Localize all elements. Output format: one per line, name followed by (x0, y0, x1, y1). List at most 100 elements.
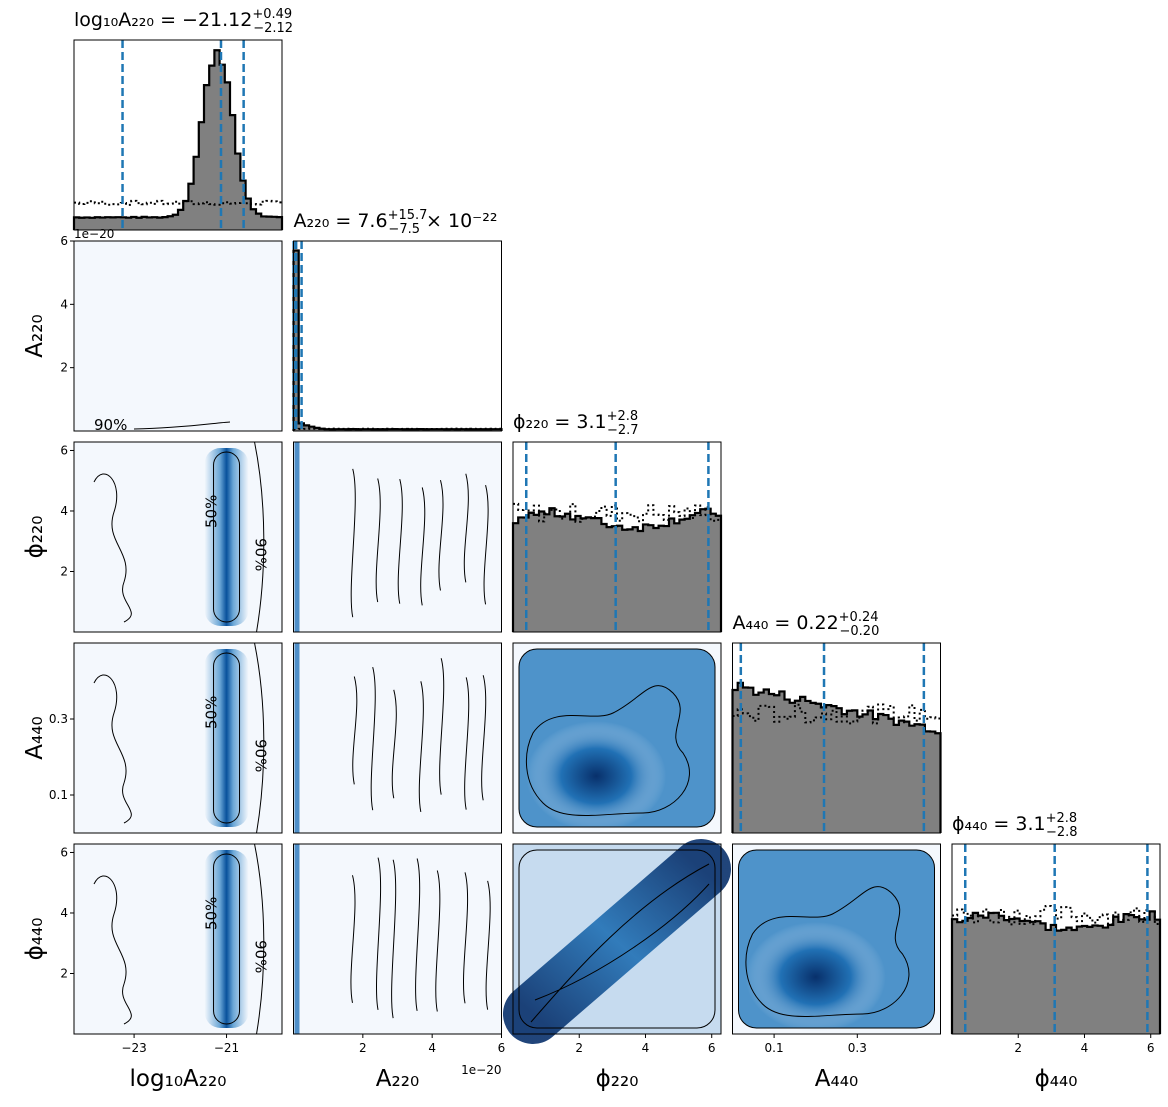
contour-label: 90% (252, 739, 270, 772)
density-bg (74, 442, 282, 632)
panel-frame (73, 843, 283, 1035)
x-axis-label-log10A220: log₁₀A₂₂₀ (130, 1066, 227, 1092)
panel-phi440-vs-phi220: 2 4 6 (503, 839, 731, 1055)
y-tick-label: 4 (60, 504, 68, 518)
x-tick-label: 2 (359, 1041, 367, 1055)
contour-50 (745, 886, 910, 1017)
panel-frame (951, 843, 1161, 1035)
contour-90-noise (93, 875, 132, 1025)
density-band (294, 643, 300, 833)
x-tick-label: 0.1 (765, 1041, 784, 1055)
x-axis-label-phi440: ϕ₄₄₀ (1035, 1066, 1078, 1092)
y-axis-label-A440: A₄₄₀ (22, 716, 48, 759)
contour-label: 50% (203, 897, 221, 930)
panel-phi440-vs-log10A220: 50% 90% −23 −21 2 4 6 (60, 843, 283, 1055)
panel-A440-vs-phi220 (512, 642, 722, 834)
contour-noise (435, 870, 441, 1012)
prior-hist (513, 502, 721, 523)
y-tick-label: 2 (60, 966, 68, 980)
contour-50 (530, 863, 710, 1023)
posterior-hist (72, 49, 284, 230)
density-band (294, 844, 300, 1034)
y-axis-label-A220: A₂₂₀ (22, 314, 48, 357)
contour-noise (350, 875, 356, 1003)
x-axis-label-A220: A₂₂₀ (376, 1066, 419, 1092)
diag-title-A220: A₂₂₀ = 7.6+15.7 −7.5 × 10⁻²² (294, 208, 498, 237)
panel-A440-vs-A440 (731, 642, 942, 834)
panel-frame (512, 441, 722, 633)
y-tick-label: 4 (60, 906, 68, 920)
x-tick-label: 6 (708, 1041, 716, 1055)
contour-noise (376, 857, 382, 1010)
contour-label: 50% (203, 495, 221, 528)
contour-90 (518, 849, 716, 1029)
y-axis-label-phi440: ϕ₄₄₀ (22, 918, 48, 961)
panel-frame (732, 642, 941, 834)
panel-A440-vs-log10A220: 50% 90% 0.1 0.3 (49, 642, 283, 834)
panel-frame (512, 843, 722, 1035)
x-axis-label-phi220: ϕ₂₂₀ (596, 1066, 639, 1092)
posterior-hist-fill (732, 682, 941, 833)
x-tick-label: 4 (642, 1041, 650, 1055)
panel-phi440-vs-phi440: 2 4 6 (950, 843, 1162, 1055)
density-band (294, 442, 300, 632)
contour-90 (254, 441, 265, 633)
panel-frame (732, 843, 941, 1035)
x-offset-text: 1e−20 (461, 1063, 501, 1077)
panel-phi220-vs-phi220 (511, 441, 723, 633)
panel-frame (512, 642, 722, 834)
contour-noise (481, 675, 487, 801)
diag-title-phi440: ϕ₄₄₀ = 3.1+2.8 −2.8 (952, 811, 1078, 840)
panel-phi220-vs-log10A220: 50% 90% 2 4 6 (60, 441, 283, 633)
panel-log10A220-vs-log10A220 (72, 39, 284, 231)
x-tick-label: 4 (1081, 1041, 1089, 1055)
posterior-hist (950, 910, 1162, 1034)
density-band (204, 448, 249, 626)
contour-label: 90% (252, 538, 270, 571)
panel-A220-vs-A220 (292, 240, 503, 432)
contour-noise (420, 487, 426, 606)
density-bg (293, 844, 502, 1034)
x-tick-label: 2 (575, 1041, 583, 1055)
density-band (204, 850, 249, 1028)
contour-noise (463, 872, 469, 1004)
prior-hist (732, 703, 941, 725)
panel-phi440-vs-A440: 0.1 0.3 (732, 843, 941, 1055)
panel-frame (73, 39, 283, 231)
density-bg (74, 643, 282, 833)
panel-frame (73, 642, 283, 834)
density-bg (74, 241, 282, 431)
y-tick-label: 4 (60, 297, 68, 311)
diag-title-A440: A₄₄₀ = 0.22+0.24 −0.20 (733, 610, 880, 639)
y-axis-label-phi220: ϕ₂₂₀ (22, 516, 48, 559)
x-tick-label: 6 (1147, 1041, 1155, 1055)
contour-50 (213, 451, 241, 623)
contour-90 (133, 421, 231, 430)
contour-90 (254, 843, 265, 1035)
y-tick-label: 0.3 (49, 712, 68, 726)
panel-bg (293, 241, 502, 431)
density-bg (74, 844, 282, 1034)
posterior-hist (511, 507, 723, 632)
contour-noise (415, 858, 421, 1011)
y-tick-label: 2 (60, 361, 68, 375)
panel-frame (73, 240, 283, 432)
diag-title-phi220: ϕ₂₂₀ = 3.1+2.8 −2.7 (513, 409, 639, 438)
y-tick-label: 2 (60, 564, 68, 578)
contour-noise (375, 478, 381, 603)
contour-90 (518, 648, 716, 828)
contour-90-noise (93, 674, 132, 824)
density-diagonal (503, 839, 731, 1044)
panel-frame (293, 240, 502, 432)
x-tick-label: 0.3 (848, 1041, 867, 1055)
density-core (745, 922, 886, 1032)
panel-phi440-vs-A220: 2 4 6 1e−20 (293, 843, 505, 1077)
panel-A440-vs-A220 (293, 642, 502, 834)
y-tick-label: 6 (60, 845, 68, 859)
contour-50 (525, 685, 690, 816)
contour-label: 90% (94, 416, 127, 434)
contour-90-noise (93, 473, 132, 623)
panel-A220-vs-log10A220: 90% 2 4 6 1e−20 (60, 227, 283, 434)
contour-noise (370, 666, 376, 811)
density-bg (293, 442, 502, 632)
